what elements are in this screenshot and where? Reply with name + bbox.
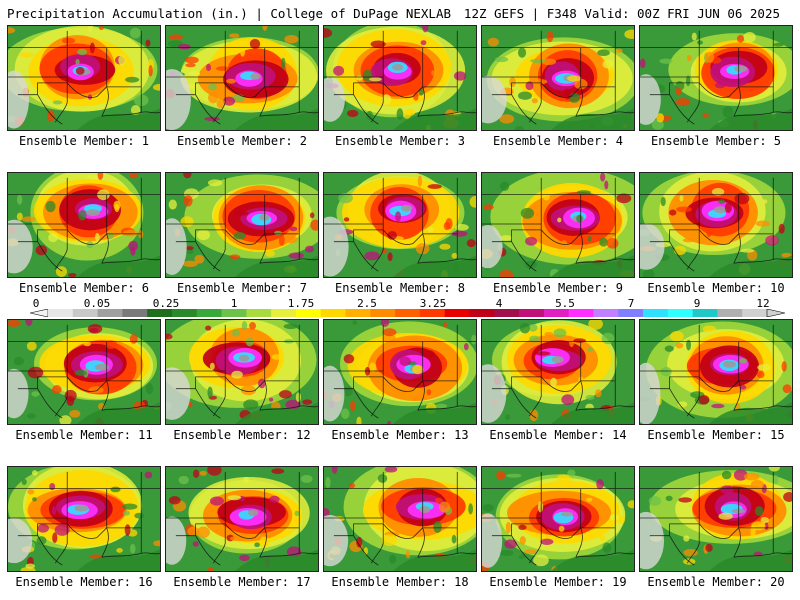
colorbar-swatch bbox=[469, 309, 495, 317]
ensemble-member-label-14: Ensemble Member: 14 bbox=[489, 428, 627, 442]
ensemble-panel-7 bbox=[165, 172, 319, 278]
colorbar-swatch bbox=[618, 309, 644, 317]
precip-colorbar bbox=[30, 309, 785, 317]
colorbar-swatch bbox=[543, 309, 570, 317]
colorbar-swatch bbox=[320, 309, 347, 317]
ensemble-panel-2 bbox=[165, 25, 319, 131]
ensemble-panel-6 bbox=[7, 172, 161, 278]
colorbar-tick-label: 2.5 bbox=[357, 297, 377, 310]
colorbar-swatch bbox=[742, 309, 768, 317]
colorbar-swatch bbox=[519, 309, 545, 317]
ensemble-panel-16 bbox=[7, 466, 161, 572]
ensemble-member-label-19: Ensemble Member: 19 bbox=[489, 575, 627, 589]
ensemble-member-label-5: Ensemble Member: 5 bbox=[650, 134, 782, 148]
colorbar-swatch bbox=[295, 309, 322, 317]
ensemble-member-label-13: Ensemble Member: 13 bbox=[331, 428, 469, 442]
ensemble-panel-11 bbox=[7, 319, 161, 425]
ensemble-panel-18 bbox=[323, 466, 477, 572]
ensemble-member-label-6: Ensemble Member: 6 bbox=[18, 281, 150, 295]
colorbar-swatch bbox=[221, 309, 247, 317]
ensemble-panel-17 bbox=[165, 466, 319, 572]
ensemble-member-label-16: Ensemble Member: 16 bbox=[15, 575, 153, 589]
ensemble-member-label-9: Ensemble Member: 9 bbox=[492, 281, 624, 295]
colorbar-swatch bbox=[147, 309, 173, 317]
colorbar-tick-label: 0 bbox=[32, 297, 40, 310]
colorbar-right-arrow bbox=[766, 309, 785, 317]
colorbar-tick-label: 3.25 bbox=[419, 297, 447, 310]
colorbar-swatch bbox=[370, 309, 396, 317]
ensemble-panel-14 bbox=[481, 319, 635, 425]
model-valid-time: 12Z GEFS | F348 Valid: 00Z FRI JUN 06 20… bbox=[463, 6, 780, 21]
colorbar-swatch bbox=[345, 309, 371, 317]
ensemble-member-label-1: Ensemble Member: 1 bbox=[18, 134, 150, 148]
colorbar-tick-label: 7 bbox=[627, 297, 635, 310]
colorbar-tick-label: 0.25 bbox=[152, 297, 180, 310]
ensemble-member-label-15: Ensemble Member: 15 bbox=[647, 428, 785, 442]
colorbar-swatch bbox=[196, 309, 223, 317]
colorbar-left-arrow bbox=[30, 309, 49, 317]
colorbar-tick-label: 0.05 bbox=[83, 297, 111, 310]
map-title: Precipitation Accumulation (in.) | Colle… bbox=[7, 6, 452, 21]
colorbar-swatch bbox=[444, 309, 470, 317]
colorbar-tick-label: 1.75 bbox=[287, 297, 315, 310]
colorbar-swatch bbox=[271, 309, 297, 317]
ensemble-panel-12 bbox=[165, 319, 319, 425]
colorbar-tick-label: 1 bbox=[230, 297, 238, 310]
ensemble-member-label-10: Ensemble Member: 10 bbox=[647, 281, 785, 295]
ensemble-member-label-3: Ensemble Member: 3 bbox=[334, 134, 466, 148]
ensemble-panel-15 bbox=[639, 319, 793, 425]
ensemble-panel-13 bbox=[323, 319, 477, 425]
colorbar-swatch bbox=[122, 309, 148, 317]
ensemble-panel-9 bbox=[481, 172, 635, 278]
colorbar-swatch bbox=[246, 309, 272, 317]
ensemble-member-label-17: Ensemble Member: 17 bbox=[173, 575, 311, 589]
colorbar-swatch bbox=[643, 309, 669, 317]
colorbar-swatch bbox=[171, 309, 198, 317]
colorbar-swatch bbox=[72, 309, 99, 317]
ensemble-member-label-7: Ensemble Member: 7 bbox=[176, 281, 308, 295]
colorbar-swatch bbox=[395, 309, 421, 317]
colorbar-swatch bbox=[568, 309, 594, 317]
ensemble-panel-1 bbox=[7, 25, 161, 131]
ensemble-member-label-4: Ensemble Member: 4 bbox=[492, 134, 624, 148]
ensemble-panel-8 bbox=[323, 172, 477, 278]
colorbar-tick-label: 12 bbox=[756, 297, 770, 310]
ensemble-panel-5 bbox=[639, 25, 793, 131]
ensemble-panel-20 bbox=[639, 466, 793, 572]
ensemble-panel-19 bbox=[481, 466, 635, 572]
colorbar-swatch bbox=[48, 309, 74, 317]
colorbar-swatch bbox=[494, 309, 520, 317]
ensemble-member-label-20: Ensemble Member: 20 bbox=[647, 575, 785, 589]
colorbar-tick-label: 5.5 bbox=[555, 297, 575, 310]
colorbar-swatch bbox=[419, 309, 446, 317]
ensemble-panel-10 bbox=[639, 172, 793, 278]
ensemble-panel-4 bbox=[481, 25, 635, 131]
ensemble-member-label-11: Ensemble Member: 11 bbox=[15, 428, 153, 442]
colorbar-tick-label: 9 bbox=[693, 297, 701, 310]
ensemble-member-label-12: Ensemble Member: 12 bbox=[173, 428, 311, 442]
ensemble-panel-3 bbox=[323, 25, 477, 131]
ensemble-member-label-8: Ensemble Member: 8 bbox=[334, 281, 466, 295]
colorbar-swatch bbox=[692, 309, 718, 317]
ensemble-member-label-2: Ensemble Member: 2 bbox=[176, 134, 308, 148]
colorbar-tick-label: 4 bbox=[495, 297, 503, 310]
colorbar-swatch bbox=[593, 309, 619, 317]
colorbar-swatch bbox=[717, 309, 743, 317]
colorbar-swatch bbox=[97, 309, 123, 317]
colorbar-swatch bbox=[667, 309, 694, 317]
ensemble-member-label-18: Ensemble Member: 18 bbox=[331, 575, 469, 589]
